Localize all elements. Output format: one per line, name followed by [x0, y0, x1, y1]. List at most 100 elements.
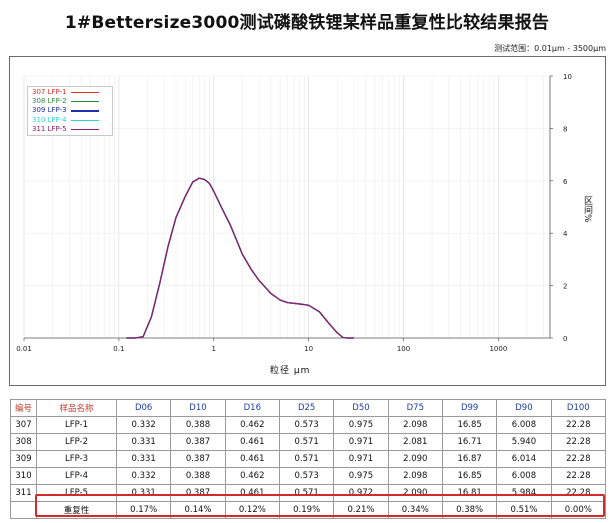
- table-cell: 16.71: [441, 433, 498, 451]
- x-tick-label: 0.1: [113, 345, 124, 353]
- table-cell: 0.975: [333, 467, 389, 485]
- table-cell: 0.38%: [441, 501, 498, 519]
- table-cell: 0.462: [224, 467, 280, 485]
- table-cell: 2.098: [387, 467, 443, 485]
- table-cell: 22.28: [550, 467, 607, 485]
- table-cell: LFP-5: [36, 484, 117, 502]
- table-cell: 0.462: [224, 416, 280, 434]
- y-tick-label: 2: [563, 283, 567, 291]
- table-cell: 16.85: [441, 416, 498, 434]
- legend-item: 307 LFP-1: [32, 88, 112, 97]
- table-cell: 0.975: [333, 416, 389, 434]
- legend-swatch: [70, 128, 99, 131]
- table-cell: 2.081: [387, 433, 443, 451]
- x-tick-label: 10: [304, 345, 313, 353]
- x-tick-label: 1: [212, 345, 216, 353]
- table-cell: 0.387: [170, 484, 226, 502]
- table-cell: 16.85: [441, 467, 498, 485]
- table-cell: 0.461: [224, 484, 280, 502]
- series-line-2: [126, 177, 354, 339]
- table-cell: LFP-1: [36, 416, 117, 434]
- table-cell: 2.090: [387, 484, 443, 502]
- table-cell: 0.332: [115, 467, 172, 485]
- table-cell: [10, 501, 37, 519]
- table-cell: 6.008: [496, 467, 552, 485]
- x-tick-label: 1000: [489, 345, 507, 353]
- y-tick-label: 4: [563, 230, 568, 238]
- table-cell: 0.19%: [278, 501, 335, 519]
- table-cell: 0.461: [224, 450, 280, 468]
- table-cell: 22.28: [550, 433, 607, 451]
- y-tick-label: 6: [563, 178, 568, 186]
- column-header: 样品名称: [36, 399, 117, 417]
- column-header: D16: [224, 399, 280, 417]
- table-cell: LFP-4: [36, 467, 117, 485]
- chart-frame: [9, 56, 606, 386]
- legend-swatch: [70, 110, 99, 112]
- column-header: D75: [387, 399, 443, 417]
- table-cell: 0.51%: [496, 501, 552, 519]
- legend-label: 309 LFP-3: [32, 106, 67, 115]
- series-line-3: [126, 177, 354, 339]
- table-cell: 22.28: [550, 484, 607, 502]
- report-title: 1#Bettersize3000测试磷酸铁锂某样品重复性比较结果报告: [64, 13, 550, 33]
- table-row: 308 LFP-2 0.331 0.387 0.461 0.571 0.971 2.081 16…: [10, 433, 607, 451]
- table-cell: 0.331: [115, 450, 172, 468]
- table-cell: 0.12%: [224, 501, 280, 519]
- legend-item: 309 LFP-3: [32, 106, 112, 115]
- table-cell: 0.21%: [333, 501, 389, 519]
- table-cell: 0.331: [115, 433, 172, 451]
- table-cell: 0.971: [333, 450, 389, 468]
- table-cell: 0.00%: [550, 501, 607, 519]
- table-cell: 0.332: [115, 416, 172, 434]
- column-header: D10: [170, 399, 226, 417]
- table-cell: 0.972: [333, 484, 389, 502]
- column-header: D50: [333, 399, 389, 417]
- series-line-4: [126, 177, 354, 339]
- table-row: 309 LFP-3 0.331 0.387 0.461 0.571 0.971 2.090 16…: [10, 450, 607, 468]
- column-header: D25: [278, 399, 335, 417]
- table-cell: 0.461: [224, 433, 280, 451]
- table-cell: 0.388: [170, 467, 226, 485]
- series-line-5: [126, 177, 354, 339]
- table-cell: 307: [10, 416, 37, 434]
- table-cell: 6.014: [496, 450, 552, 468]
- y-tick-label: 0: [563, 335, 567, 343]
- table-cell: 309: [10, 450, 37, 468]
- table-cell: 5.984: [496, 484, 552, 502]
- table-cell: 重复性: [36, 501, 117, 519]
- y-tick-label: 10: [563, 73, 572, 81]
- legend-item: 311 LFP-5: [32, 125, 112, 134]
- table-cell: 0.388: [170, 416, 226, 434]
- table-cell: LFP-3: [36, 450, 117, 468]
- table-cell: 0.17%: [115, 501, 172, 519]
- table-cell: 16.81: [441, 484, 498, 502]
- y-tick-label: 8: [563, 125, 567, 133]
- legend-item: 310 LFP-4: [32, 116, 112, 125]
- table-cell: 0.573: [278, 416, 335, 434]
- x-tick-label: 0.01: [16, 345, 32, 353]
- column-header: 编号: [10, 399, 37, 417]
- table-row: 307 LFP-1 0.332 0.388 0.462 0.573 0.975 2.098 16…: [10, 416, 607, 434]
- table-cell: 0.387: [170, 450, 226, 468]
- table-cell: 0.571: [278, 433, 335, 451]
- legend-swatch: [70, 101, 99, 103]
- measurement-range: 测试范围：0.01μm - 3500μm: [494, 44, 606, 53]
- table-cell: LFP-2: [36, 433, 117, 451]
- legend-label: 311 LFP-5: [32, 124, 67, 133]
- table-cell: 0.571: [278, 450, 335, 468]
- table-cell: 2.090: [387, 450, 443, 468]
- x-tick-label: 100: [397, 345, 410, 353]
- column-header: D100: [550, 399, 607, 417]
- legend-item: 308 LFP-2: [32, 97, 112, 106]
- legend-label: 310 LFP-4: [32, 115, 67, 124]
- table-cell: 308: [10, 433, 37, 451]
- column-header: D06: [115, 399, 172, 417]
- table-cell: 5.940: [496, 433, 552, 451]
- table-cell: 0.387: [170, 433, 226, 451]
- legend-label: 308 LFP-2: [32, 97, 67, 106]
- table-cell: 2.098: [387, 416, 443, 434]
- legend-label: 307 LFP-1: [32, 88, 67, 96]
- table-cell: 0.331: [115, 484, 172, 502]
